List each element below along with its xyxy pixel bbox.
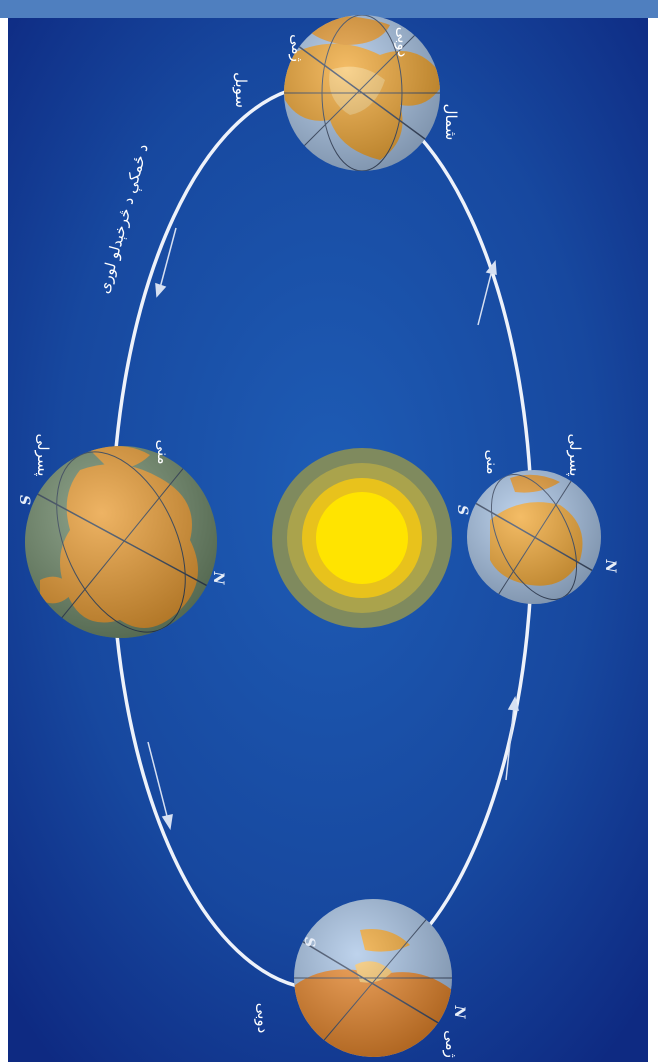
top-summer-label-b: سوبل	[232, 72, 250, 108]
bottom-winter-label: ژمی	[442, 1030, 460, 1058]
earth-globe-right	[467, 470, 601, 604]
earth-globe-top	[284, 15, 440, 171]
right-north-pole-letter: N	[602, 559, 618, 574]
earth-globe-bottom	[294, 899, 452, 1057]
earth-globe-left	[25, 446, 217, 638]
left-south-pole-letter: S	[16, 495, 32, 505]
right-autumn-label: منی	[483, 449, 501, 474]
top-winter-label: ژمی	[288, 34, 306, 62]
bottom-north-pole-letter: N	[451, 1005, 467, 1020]
direction-arrows	[147, 227, 519, 831]
left-north-pole-letter: N	[210, 571, 226, 586]
right-south-pole-letter: S	[454, 505, 470, 515]
bottom-south-pole-letter: S	[301, 937, 317, 947]
top-bar	[0, 0, 658, 18]
left-autumn-label: منی	[154, 439, 172, 464]
top-north-label: شمال	[442, 104, 460, 141]
top-summer-label: دوبی	[394, 27, 412, 58]
left-spring-label: پسرلی	[33, 434, 52, 477]
right-spring-label: پسرلی	[565, 434, 584, 477]
sun	[272, 448, 452, 628]
bottom-summer-label: دوبی	[254, 1003, 272, 1034]
